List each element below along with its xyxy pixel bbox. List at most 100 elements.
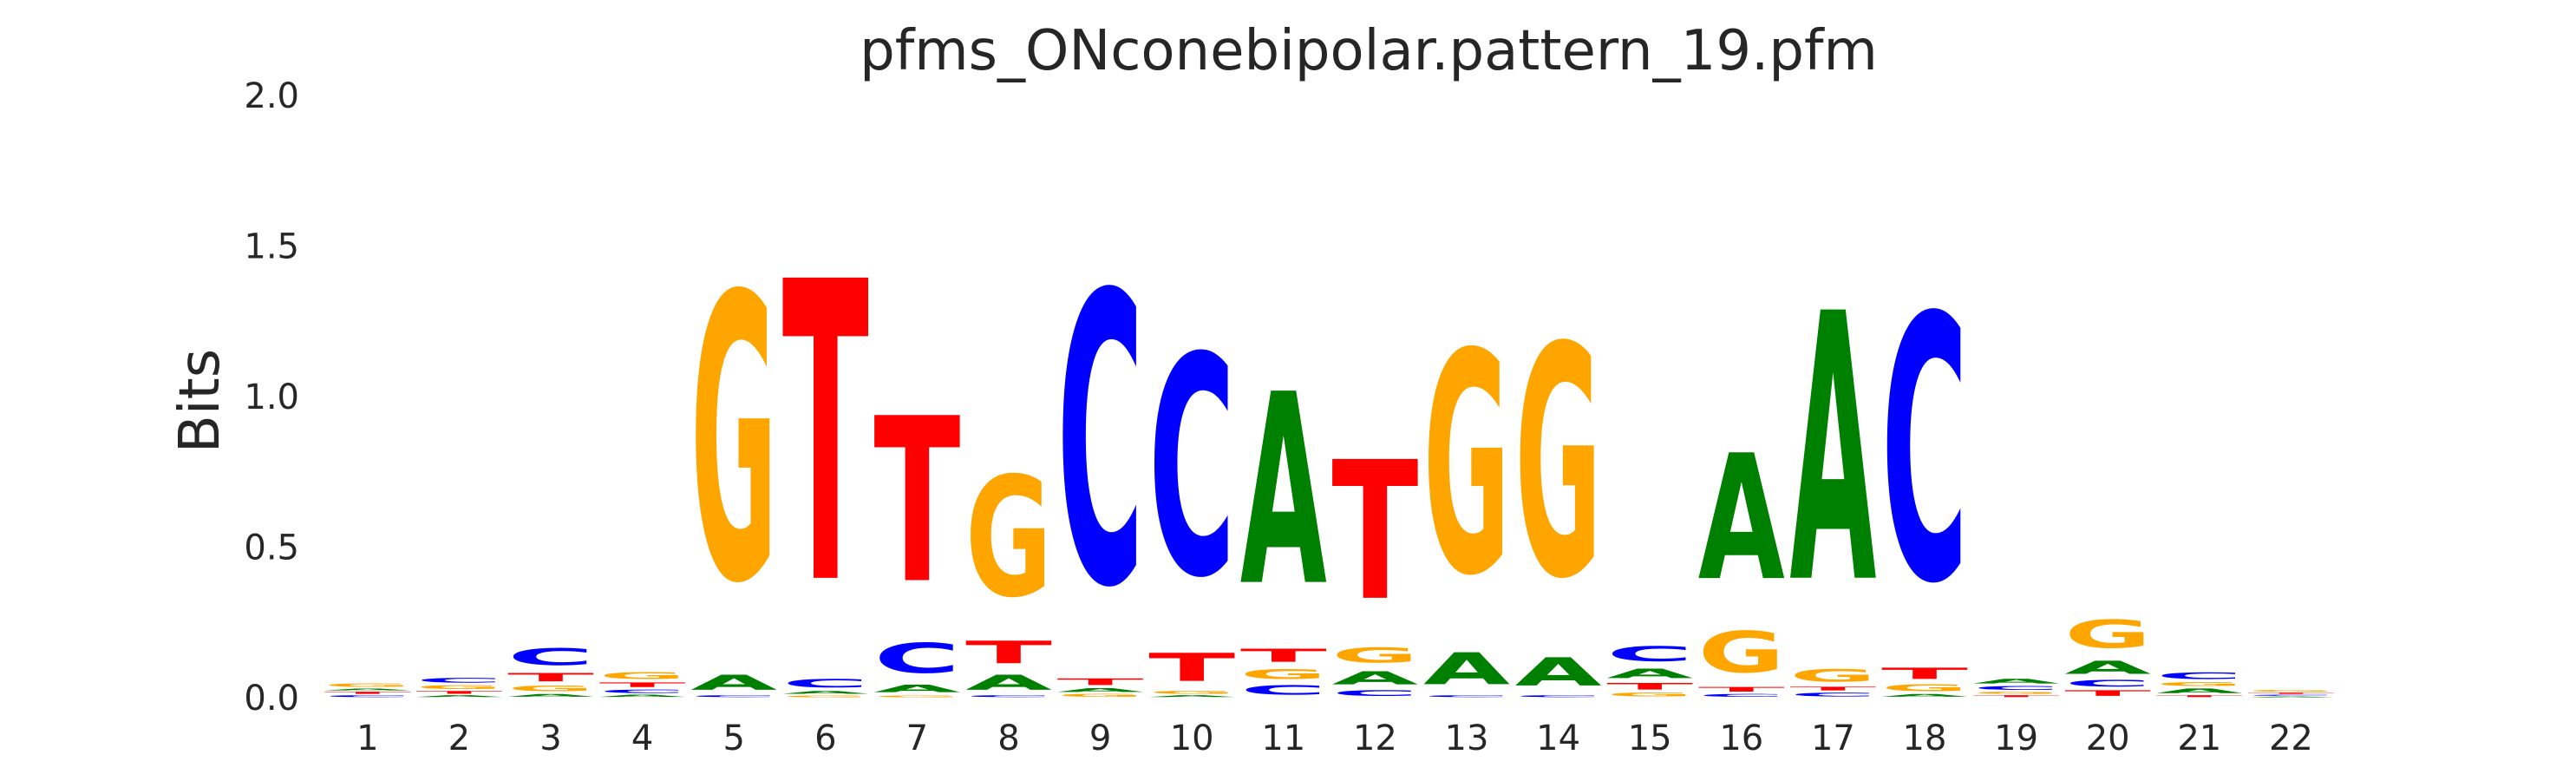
logo-letter-g: G	[1423, 289, 1510, 642]
logo-letter-t: T	[1148, 645, 1235, 690]
x-tick-label: 8	[997, 719, 1019, 758]
x-tick-label: 1	[356, 719, 378, 758]
logo-letter-a: A	[1148, 695, 1235, 698]
logo-letter-t: T	[782, 195, 870, 675]
logo-letter-c: C	[1331, 689, 1418, 698]
logo-letter-g: G	[415, 684, 502, 690]
logo-letter-g: G	[324, 683, 411, 688]
x-tick-label: 3	[539, 719, 561, 758]
logo-letter-a: A	[2156, 687, 2243, 695]
logo-letters: CTAGATGCAGTCACTGCAGGACTGACTCATGGATCAGTCC…	[324, 195, 2335, 698]
logo-letter-c: C	[1240, 683, 1327, 698]
x-tick-label: 17	[1811, 719, 1855, 758]
logo-letter-a: A	[965, 671, 1052, 695]
logo-letter-c: C	[1423, 695, 1510, 698]
logo-letter-t: T	[1057, 677, 1144, 687]
logo-letter-c: C	[507, 644, 594, 671]
logo-letter-g: G	[1973, 691, 2060, 694]
logo-letter-c: C	[2156, 671, 2243, 681]
logo-letter-a: A	[1515, 649, 1602, 694]
logo-letter-g: G	[1881, 683, 1968, 693]
logo-letter-c: C	[599, 689, 686, 694]
logo-letter-a: A	[873, 683, 960, 695]
logo-letter-g: G	[873, 695, 960, 698]
x-tick-label: 6	[814, 719, 836, 758]
logo-letter-a: A	[1057, 687, 1144, 693]
logo-letter-c: C	[873, 635, 960, 683]
logo-letter-g: G	[1606, 692, 1693, 698]
logo-letter-t: T	[2247, 692, 2334, 694]
logo-letter-t: T	[1606, 681, 1693, 692]
logo-letter-t: T	[599, 681, 686, 689]
logo-letter-c: C	[2064, 678, 2151, 688]
x-tick-label: 22	[2269, 719, 2313, 758]
logo-letter-a: A	[599, 694, 686, 698]
logo-letter-g: G	[599, 671, 686, 681]
logo-letter-c: C	[1057, 210, 1144, 675]
logo-letter-c: C	[690, 695, 777, 698]
x-tick-label: 10	[1170, 719, 1214, 758]
chart-title: pfms_ONconebipolar.pattern_19.pfm	[860, 19, 1878, 83]
logo-letter-t: T	[1973, 695, 2060, 698]
y-tick-label: 1.5	[244, 227, 299, 267]
logo-letter-g: G	[1148, 690, 1235, 694]
logo-letter-g: G	[507, 685, 594, 693]
logo-letter-t: T	[324, 691, 411, 694]
logo-letter-t: T	[1698, 686, 1785, 693]
logo-letter-t: T	[2156, 695, 2243, 698]
logo-letter-a: A	[1606, 666, 1693, 681]
logo-letter-c: C	[1973, 685, 2060, 691]
logo-letter-a: A	[1423, 644, 1510, 695]
logo-letter-a: A	[507, 693, 594, 698]
logo-letter-g: G	[1331, 644, 1418, 668]
logo-letter-c: C	[1515, 695, 1602, 698]
logo-letter-t: T	[1240, 645, 1327, 666]
logo-letter-a: A	[690, 671, 777, 695]
x-tick-label: 2	[448, 719, 470, 758]
logo-letter-c: C	[1789, 692, 1876, 698]
logo-letter-g: G	[1240, 666, 1327, 683]
logo-letter-c: C	[1148, 294, 1235, 645]
logo-letter-c: C	[782, 677, 869, 691]
logo-letter-g: G	[2247, 690, 2334, 692]
y-tick-label: 1.0	[244, 377, 299, 417]
logo-letter-g: G	[2156, 681, 2243, 687]
x-tick-label: 11	[1261, 719, 1305, 758]
logo-letter-t: T	[507, 671, 594, 685]
y-tick-label: 2.0	[244, 76, 299, 116]
logo-letter-t: T	[965, 635, 1052, 671]
logo-letter-a: A	[1698, 417, 1785, 619]
logo-letter-c: C	[1698, 693, 1785, 698]
logo-letter-t: T	[873, 371, 960, 633]
logo-letter-g: G	[690, 214, 777, 669]
logo-letter-g: G	[1698, 620, 1785, 686]
logo-letter-a: A	[1881, 693, 1968, 698]
y-tick-label: 0.0	[244, 679, 299, 719]
x-tick-label: 5	[722, 719, 744, 758]
logo-letter-a: A	[1973, 678, 2060, 686]
logo-letter-c: C	[1606, 642, 1693, 666]
logo-letter-a: A	[324, 688, 411, 691]
logo-letter-g: G	[965, 442, 1052, 633]
y-axis-label: Bits	[168, 349, 232, 453]
logo-letter-c: C	[965, 695, 1052, 698]
logo-letter-c: C	[1881, 241, 1968, 664]
x-tick-label: 21	[2177, 719, 2221, 758]
logo-letter-t: T	[1331, 423, 1418, 644]
x-tick-label: 18	[1903, 719, 1947, 758]
x-tick-label: 14	[1536, 719, 1580, 758]
y-tick-label: 0.5	[244, 528, 299, 568]
logo-letter-a: A	[415, 695, 502, 698]
logo-letter-g: G	[2064, 612, 2151, 657]
logo-letter-t: T	[415, 690, 502, 694]
logo-letter-g: G	[1789, 666, 1876, 686]
logo-letter-t: T	[1881, 665, 1968, 683]
x-tick-label: 16	[1719, 719, 1763, 758]
x-tick-label: 15	[1628, 719, 1672, 758]
logo-letter-c: C	[415, 677, 502, 685]
logo-letter-t: T	[1789, 686, 1876, 692]
logo-letter-a: A	[2064, 657, 2152, 678]
logo-letter-c: C	[324, 695, 411, 698]
logo-letter-a: A	[782, 690, 869, 694]
logo-letter-c: C	[2247, 694, 2334, 696]
